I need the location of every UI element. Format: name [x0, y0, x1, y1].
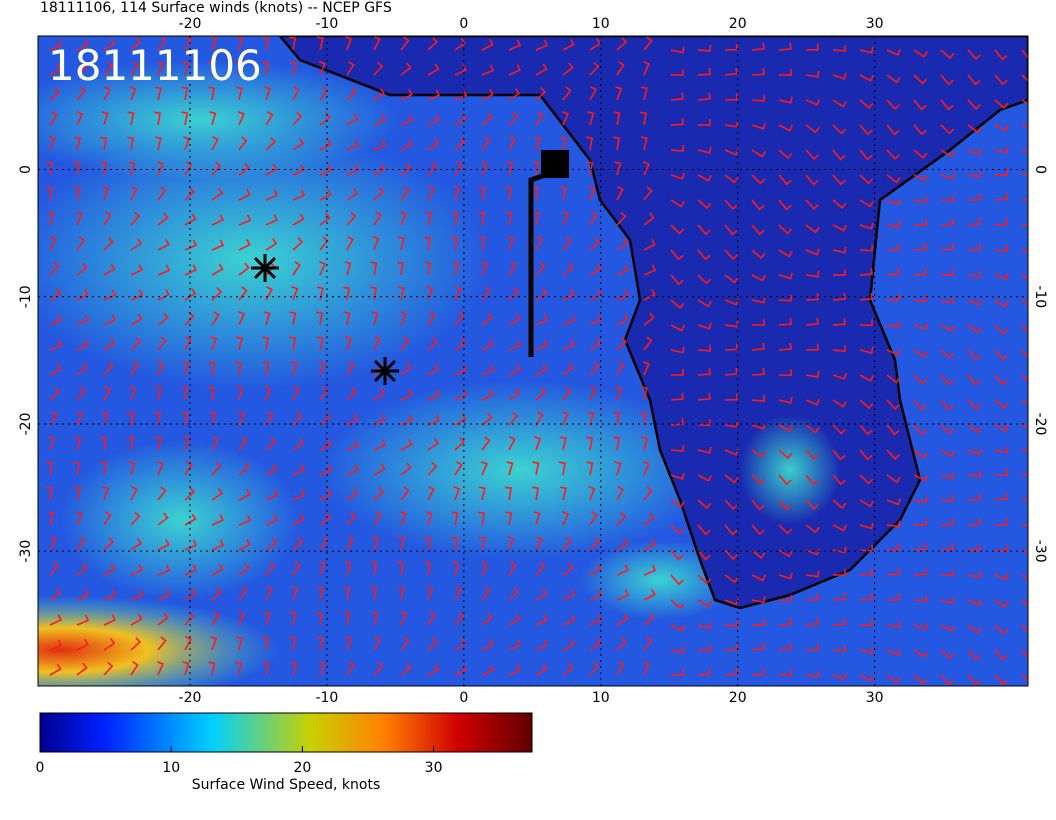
lat-label: -30: [18, 540, 34, 563]
lon-label: 10: [592, 16, 610, 32]
lon-label: -20: [179, 16, 202, 32]
time-stamp: 18111106: [48, 41, 262, 90]
map-field: [38, 36, 1028, 686]
lat-label: -20: [18, 413, 34, 436]
lat-label: -20: [1032, 413, 1048, 436]
colorbar-tick-label: 10: [162, 760, 180, 776]
lon-label: -10: [315, 690, 338, 706]
lat-label: -30: [1032, 540, 1048, 563]
marker-stars: [251, 254, 399, 385]
marker-square: [541, 150, 569, 178]
lat-label: 0: [1032, 165, 1048, 174]
colorbar-label: Surface Wind Speed, knots: [192, 777, 381, 793]
colorbar-tick-label: 20: [293, 760, 311, 776]
lat-label: 0: [18, 165, 34, 174]
lon-label: 30: [866, 690, 884, 706]
lon-label: -10: [315, 16, 338, 32]
lat-label: -10: [1032, 285, 1048, 308]
lon-label: 10: [592, 690, 610, 706]
lon-label: 20: [729, 16, 747, 32]
lon-label: 0: [459, 16, 468, 32]
lat-label: -10: [18, 285, 34, 308]
lon-label: 30: [866, 16, 884, 32]
colorbar: [39, 712, 533, 753]
title: 18111106, 114 Surface winds (knots) -- N…: [40, 0, 392, 16]
track-line: [528, 172, 546, 357]
lon-label: 20: [729, 690, 747, 706]
map-frame: [37, 35, 1029, 687]
lon-label: 0: [459, 690, 468, 706]
lon-label: -20: [179, 690, 202, 706]
colorbar-tick-label: 0: [36, 760, 45, 776]
colorbar-tick-label: 30: [425, 760, 443, 776]
graticule: [38, 36, 1028, 686]
